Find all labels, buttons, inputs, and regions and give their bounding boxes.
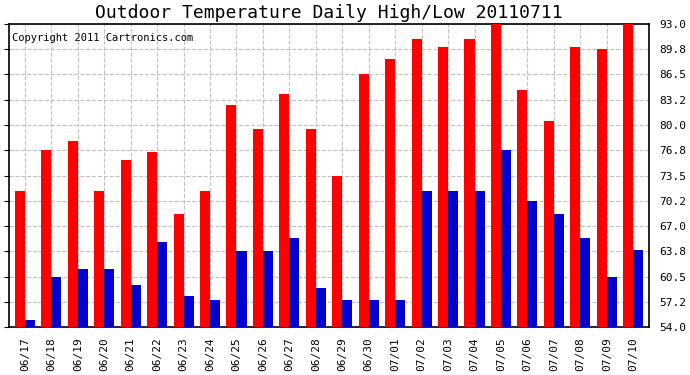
Bar — [448, 191, 458, 327]
Bar — [501, 150, 511, 327]
Bar — [623, 24, 633, 327]
Bar — [316, 288, 326, 327]
Bar — [544, 121, 554, 327]
Bar — [597, 49, 607, 327]
Bar — [78, 269, 88, 327]
Bar — [464, 39, 475, 327]
Bar — [438, 47, 448, 327]
Bar — [580, 238, 591, 327]
Bar — [385, 59, 395, 327]
Bar — [475, 191, 484, 327]
Bar — [306, 129, 316, 327]
Bar — [571, 47, 580, 327]
Bar — [279, 94, 289, 327]
Bar — [342, 300, 353, 327]
Bar — [395, 300, 405, 327]
Bar — [41, 150, 51, 327]
Bar — [25, 320, 35, 327]
Bar — [200, 191, 210, 327]
Bar — [289, 238, 299, 327]
Bar — [607, 277, 617, 327]
Bar — [253, 129, 263, 327]
Bar — [518, 90, 527, 327]
Bar — [333, 176, 342, 327]
Bar — [51, 277, 61, 327]
Bar — [121, 160, 130, 327]
Bar — [15, 191, 25, 327]
Bar — [422, 191, 432, 327]
Title: Outdoor Temperature Daily High/Low 20110711: Outdoor Temperature Daily High/Low 20110… — [95, 4, 563, 22]
Bar — [226, 105, 237, 327]
Bar — [491, 24, 501, 327]
Text: Copyright 2011 Cartronics.com: Copyright 2011 Cartronics.com — [12, 33, 193, 43]
Bar — [174, 214, 184, 327]
Bar — [130, 285, 141, 327]
Bar — [210, 300, 220, 327]
Bar — [359, 74, 368, 327]
Bar — [633, 249, 643, 327]
Bar — [95, 191, 104, 327]
Bar — [68, 141, 78, 327]
Bar — [527, 201, 538, 327]
Bar — [184, 296, 194, 327]
Bar — [263, 251, 273, 327]
Bar — [104, 269, 115, 327]
Bar — [237, 251, 246, 327]
Bar — [412, 39, 422, 327]
Bar — [157, 242, 167, 327]
Bar — [147, 152, 157, 327]
Bar — [368, 300, 379, 327]
Bar — [554, 214, 564, 327]
